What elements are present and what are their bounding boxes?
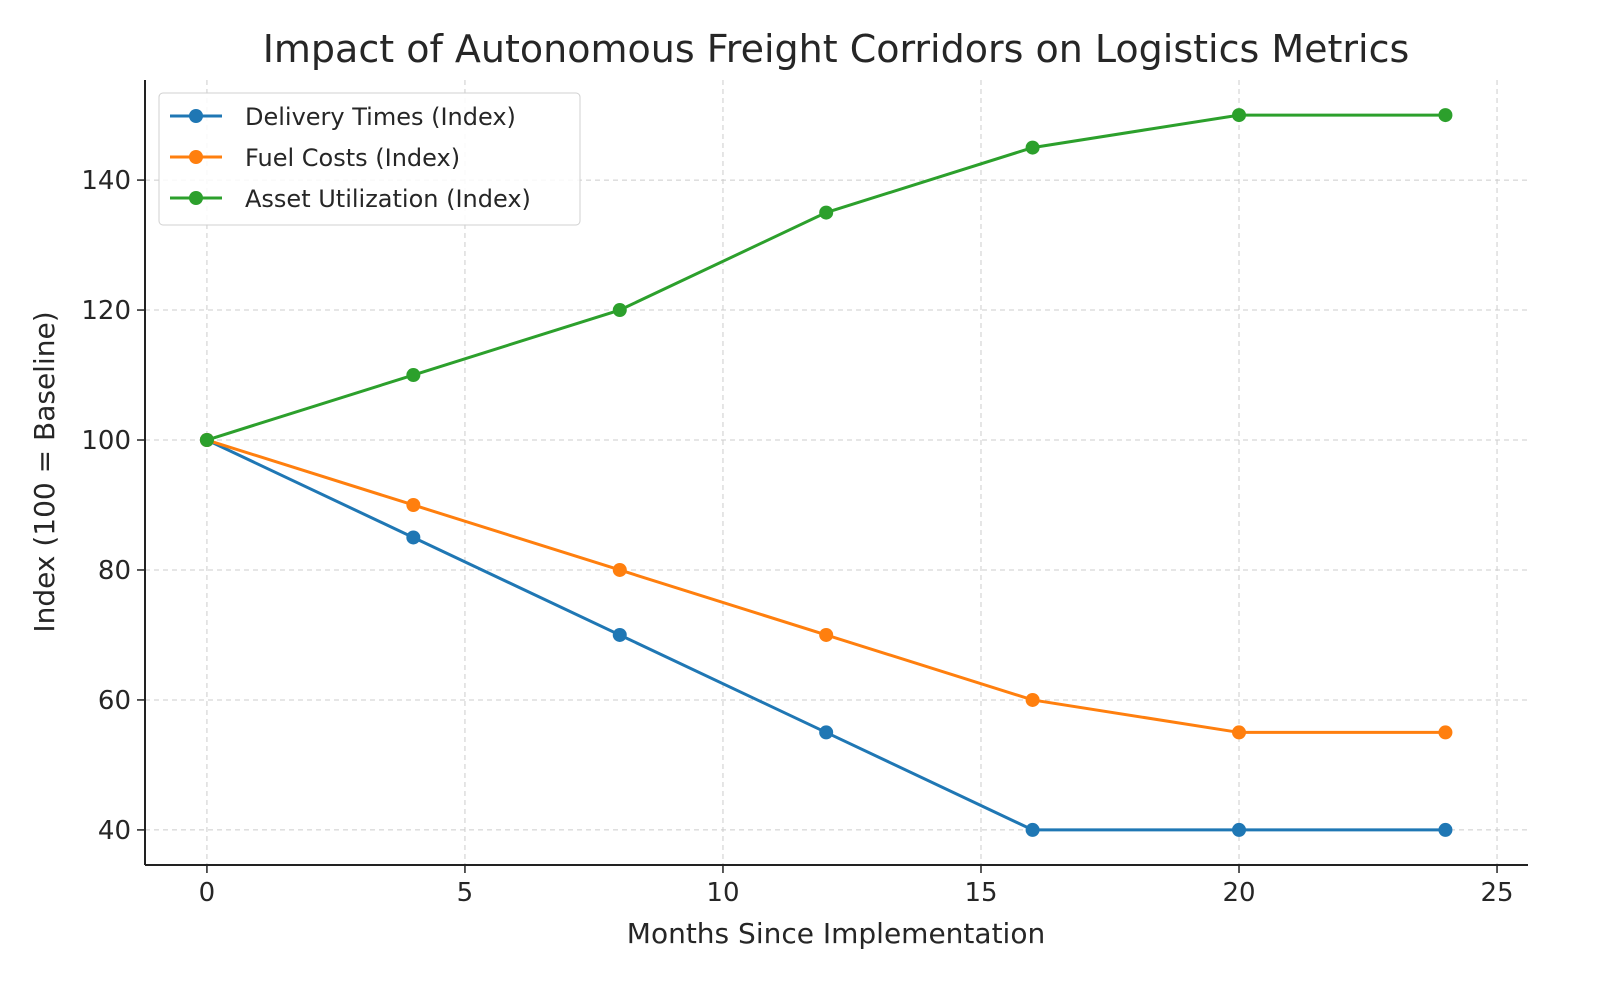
y-tick-label: 140 — [81, 166, 131, 196]
data-point — [1438, 108, 1453, 123]
x-tick-label: 15 — [964, 878, 997, 908]
legend-marker — [189, 150, 203, 164]
x-tick-label: 0 — [199, 878, 216, 908]
y-tick-label: 40 — [98, 816, 131, 846]
legend-label: Asset Utilization (Index) — [245, 185, 531, 213]
series-line — [206, 438, 1446, 734]
data-point — [1232, 725, 1247, 740]
series-lines — [199, 108, 1453, 837]
data-point — [1025, 140, 1040, 155]
x-tick-label: 5 — [457, 878, 474, 908]
data-point — [1438, 822, 1453, 837]
x-axis-label: Months Since Implementation — [627, 917, 1045, 950]
y-tick-label: 80 — [98, 556, 131, 586]
data-point — [199, 433, 214, 448]
legend: Delivery Times (Index) Fuel Costs (Index)… — [158, 92, 581, 226]
data-point — [1232, 108, 1247, 123]
x-tick-label: 20 — [1222, 878, 1255, 908]
y-tick-label: 60 — [98, 686, 131, 716]
data-point — [612, 627, 627, 642]
data-point — [1438, 725, 1453, 740]
chart-title: Impact of Autonomous Freight Corridors o… — [263, 27, 1410, 71]
legend-label: Delivery Times (Index) — [245, 103, 516, 131]
data-point — [819, 627, 834, 642]
y-tick-label: 120 — [81, 296, 131, 326]
data-point — [612, 303, 627, 318]
ticks: 0 5 10 15 20 25 40 60 80 100 120 140 — [81, 166, 1513, 908]
data-point — [612, 562, 627, 577]
x-tick-label: 25 — [1480, 878, 1513, 908]
data-point — [406, 497, 421, 512]
data-point — [819, 205, 834, 220]
data-point — [1025, 692, 1040, 707]
data-point — [406, 368, 421, 383]
legend-label: Fuel Costs (Index) — [245, 144, 460, 172]
legend-marker — [189, 191, 203, 205]
x-tick-label: 10 — [706, 878, 739, 908]
data-point — [819, 725, 834, 740]
legend-box — [158, 92, 581, 226]
data-point — [1025, 822, 1040, 837]
y-axis-label: Index (100 = Baseline) — [28, 311, 61, 632]
data-point — [406, 530, 421, 545]
y-tick-label: 100 — [81, 426, 131, 456]
legend-marker — [189, 109, 203, 123]
data-point — [1232, 822, 1247, 837]
